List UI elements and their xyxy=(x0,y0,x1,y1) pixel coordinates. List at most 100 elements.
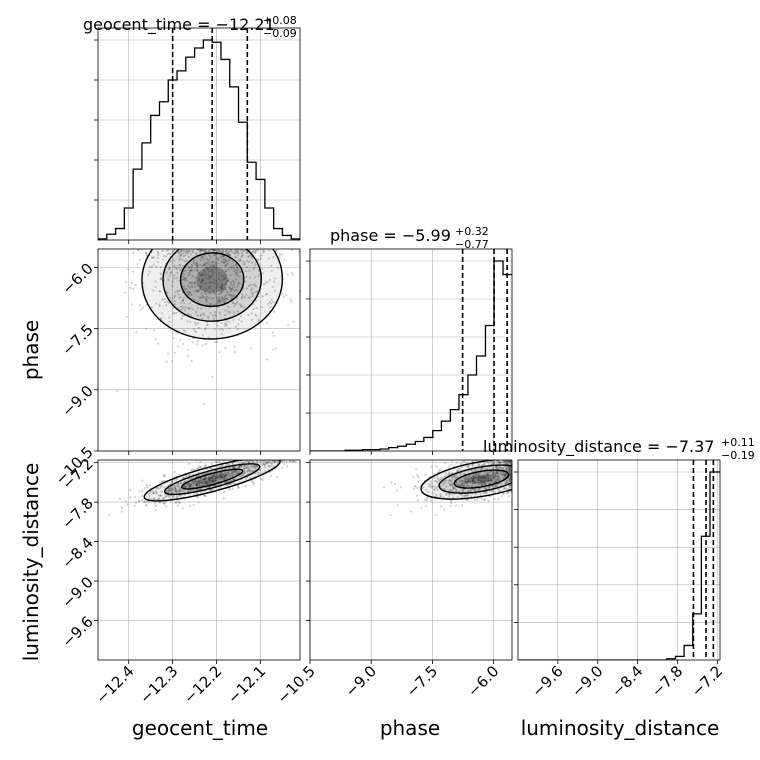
scatter-point xyxy=(257,259,260,262)
scatter-point xyxy=(271,285,274,289)
scatter-point xyxy=(445,479,448,483)
scatter-point xyxy=(197,270,200,273)
scatter-point xyxy=(262,460,265,462)
scatter-point xyxy=(166,300,169,303)
ticks-layer: −10.5−9.0−7.5−6.0−9.6−9.0−8.4−7.8−7.2−12… xyxy=(52,39,726,707)
scatter-point xyxy=(478,474,482,477)
scatter-point xyxy=(416,473,419,477)
scatter-point xyxy=(221,283,224,286)
scatter-point xyxy=(236,470,239,474)
scatter-point xyxy=(281,460,284,463)
ylabel-luminosity-distance: luminosity_distance xyxy=(19,463,43,662)
scatter-point xyxy=(237,252,241,255)
scatter-point xyxy=(238,466,241,469)
scatter-point xyxy=(435,487,438,490)
scatter-point xyxy=(498,461,501,465)
scatter-point xyxy=(493,490,497,494)
scatter-point xyxy=(213,474,217,477)
scatter-point xyxy=(237,318,241,321)
x-tick-label: −12.2 xyxy=(180,662,225,707)
scatter-point xyxy=(263,250,266,253)
scatter-point xyxy=(509,474,512,477)
scatter-point xyxy=(189,269,192,272)
scatter-point xyxy=(138,304,141,307)
scatter-point xyxy=(225,473,228,477)
scatter-point xyxy=(508,460,511,463)
scatter-point xyxy=(181,490,184,493)
scatter-point xyxy=(194,330,198,334)
scatter-point xyxy=(287,324,290,327)
scatter-point xyxy=(410,510,413,513)
scatter-point xyxy=(235,297,238,300)
scatter-point xyxy=(486,473,489,476)
scatter-point xyxy=(199,251,202,254)
scatter-point xyxy=(199,285,202,288)
scatter-point xyxy=(152,491,156,495)
scatter-point xyxy=(477,477,480,480)
scatter-point xyxy=(487,480,490,483)
scatter-point xyxy=(472,475,475,478)
scatter-point xyxy=(188,485,192,489)
scatter-point xyxy=(278,253,282,256)
scatter-point xyxy=(480,483,484,486)
scatter-point xyxy=(265,461,268,464)
scatter-point xyxy=(168,320,171,323)
scatter-point xyxy=(255,289,259,293)
scatter-point xyxy=(247,296,250,299)
scatter-point xyxy=(228,320,231,323)
scatter-point xyxy=(477,479,480,482)
scatter-geocent-time-phase xyxy=(116,249,300,405)
scatter-point xyxy=(213,282,217,285)
scatter-point xyxy=(203,494,206,497)
scatter-point xyxy=(231,466,235,469)
scatter-point xyxy=(467,476,471,480)
scatter-point xyxy=(224,264,227,267)
scatter-point xyxy=(155,486,159,489)
scatter-point xyxy=(451,486,455,490)
scatter-point xyxy=(474,474,477,477)
scatter-point xyxy=(208,275,211,278)
scatter-point xyxy=(208,302,211,306)
scatter-point xyxy=(477,481,480,484)
scatter-point xyxy=(465,493,468,497)
scatter-point xyxy=(197,465,200,468)
scatter-point xyxy=(131,303,134,306)
scatter-point xyxy=(480,483,483,486)
scatter-point xyxy=(212,249,215,252)
scatter-point xyxy=(191,251,195,254)
scatter-point xyxy=(239,315,243,318)
scatter-point xyxy=(453,476,457,479)
scatter-point xyxy=(216,480,219,483)
scatter-point xyxy=(466,480,469,484)
scatter-point xyxy=(167,489,171,492)
scatter-point xyxy=(508,468,511,471)
scatter-point xyxy=(204,290,207,293)
scatter-point xyxy=(182,273,186,276)
scatter-point xyxy=(236,274,239,277)
scatter-point xyxy=(483,481,486,484)
scatter-point xyxy=(217,292,221,296)
scatter-point xyxy=(229,294,232,297)
scatter-point xyxy=(241,293,244,296)
scatter-point xyxy=(202,263,205,266)
scatter-point xyxy=(222,261,225,264)
scatter-point xyxy=(200,249,203,252)
density-contour xyxy=(196,266,228,293)
scatter-point xyxy=(504,460,507,463)
scatter-point xyxy=(231,478,234,482)
scatter-point xyxy=(187,284,190,287)
density-contour xyxy=(453,469,510,489)
scatter-point xyxy=(180,253,183,256)
scatter-point xyxy=(451,475,455,479)
scatter-point xyxy=(173,274,176,277)
scatter-point xyxy=(480,464,484,467)
scatter-point xyxy=(245,251,248,255)
y-tick-label: −8.4 xyxy=(58,534,96,572)
title-geocent-time-plus: +0.08 xyxy=(263,14,297,27)
scatter-point xyxy=(201,280,205,283)
scatter-point xyxy=(456,475,459,478)
scatter-point xyxy=(203,313,206,316)
scatter-point xyxy=(231,487,234,491)
scatter-point xyxy=(462,495,465,498)
scatter-point xyxy=(236,328,239,331)
